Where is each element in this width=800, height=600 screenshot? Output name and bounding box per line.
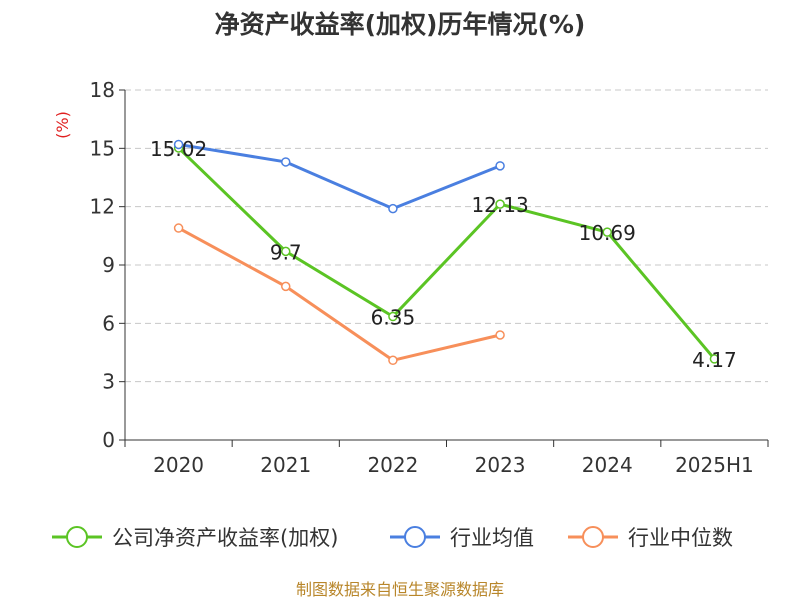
data-label: 9.7	[270, 240, 302, 264]
legend-swatch-marker	[582, 526, 604, 548]
y-tick-label: 0	[102, 428, 115, 452]
y-tick-label: 12	[90, 195, 115, 219]
data-label: 10.69	[579, 221, 636, 245]
data-point-0	[281, 246, 291, 257]
y-tick-label: 15	[90, 136, 115, 160]
grid-lines	[125, 89, 768, 383]
legend-label: 公司净资产收益率(加权)	[112, 526, 338, 550]
x-tick-label: 2024	[582, 453, 633, 477]
y-tick-label: 9	[102, 253, 115, 277]
legend-swatch-marker	[66, 526, 88, 548]
source-note: 制图数据来自恒生聚源数据库	[296, 580, 504, 599]
data-label: 6.35	[371, 306, 416, 330]
data-label: 4.17	[692, 348, 737, 372]
x-tick-label: 2021	[260, 453, 311, 477]
data-label: 15.02	[150, 137, 207, 161]
series-line-0	[177, 146, 716, 360]
data-point-0	[709, 354, 720, 364]
data-point-0	[602, 227, 612, 237]
series-points	[173, 139, 720, 366]
legend-label: 行业中位数	[628, 526, 733, 550]
x-tick-label: 2023	[475, 453, 526, 477]
data-point-2	[173, 223, 184, 233]
data-point-1	[388, 203, 398, 214]
y-tick-label: 6	[102, 311, 115, 335]
data-point-1	[173, 139, 184, 150]
legend: 公司净资产收益率(加权) 行业均值 行业中位数	[52, 526, 733, 550]
data-point-2	[388, 355, 398, 366]
y-axis-label: (%)	[53, 111, 72, 139]
chart-title: 净资产收益率(加权)历年情况(%)	[215, 10, 586, 39]
legend-label: 行业均值	[450, 526, 534, 550]
x-tick-label: 2020	[153, 453, 204, 477]
data-labels: 15.02 9.7 6.35 12.13 10.69 4.17	[150, 137, 737, 372]
y-tick-label: 18	[90, 78, 115, 102]
data-point-1	[495, 161, 505, 171]
legend-swatch-marker	[404, 526, 426, 548]
y-tick-label: 3	[102, 370, 115, 394]
data-point-0	[388, 311, 398, 322]
series-line-1	[178, 142, 501, 211]
data-point-0	[495, 199, 505, 209]
data-point-2	[495, 330, 505, 340]
data-point-1	[281, 157, 291, 167]
x-tick-label: 2022	[367, 453, 418, 477]
axes: 0 3 6 9 12 15 18 2020 2021 2022 2023 2024 2025H1	[90, 78, 769, 477]
data-point-2	[281, 281, 291, 292]
x-tick-label: 2025H1	[675, 453, 754, 477]
data-label: 12.13	[471, 193, 528, 217]
series-line-2	[177, 226, 501, 362]
series-lines	[177, 142, 716, 362]
